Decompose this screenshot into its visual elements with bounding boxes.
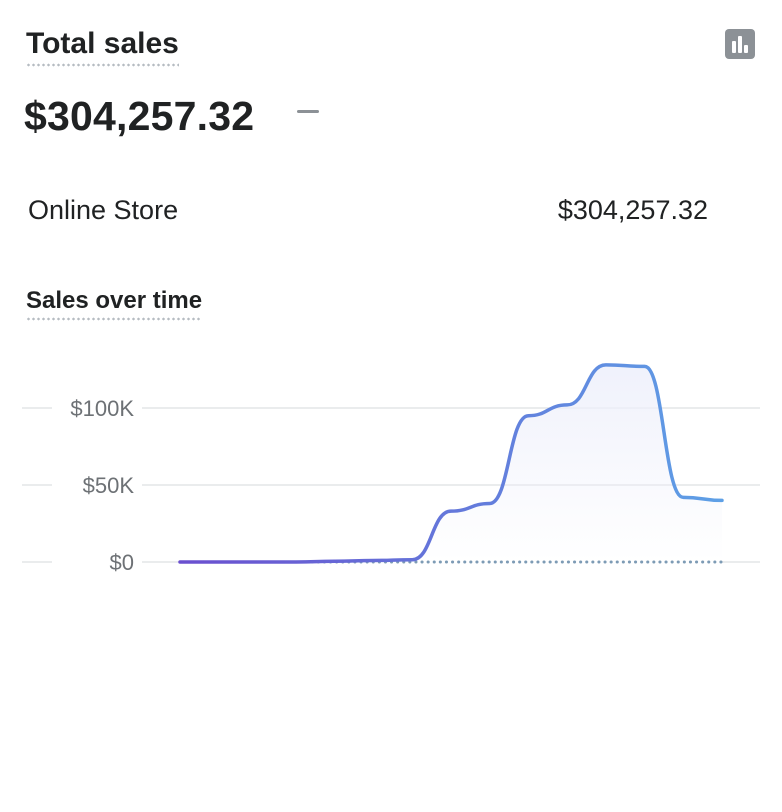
sales-over-time-title[interactable]: Sales over time (26, 285, 203, 321)
card-title[interactable]: Total sales (26, 24, 179, 67)
comparison-dash (297, 110, 319, 113)
total-sales-value: $304,257.32 (24, 93, 255, 139)
bar-chart-icon-bar (738, 36, 742, 53)
breakdown-value: $304,257.32 (557, 195, 708, 225)
bar-chart-icon-bar (744, 45, 748, 53)
y-tick-label: $50K (83, 473, 135, 498)
bar-chart-icon-bar (732, 41, 736, 53)
sales-series-line (178, 363, 724, 564)
sales-area (180, 364, 722, 562)
y-tick-label: $0 (110, 550, 134, 575)
y-tick-label: $100K (70, 396, 134, 421)
breakdown-label: Online Store (28, 195, 179, 225)
bar-chart-icon[interactable] (725, 29, 755, 59)
breakdown-row-online-store: Online Store $304,257.32 (28, 192, 708, 228)
sales-over-time-chart: $0 $50K $100K (22, 363, 760, 575)
